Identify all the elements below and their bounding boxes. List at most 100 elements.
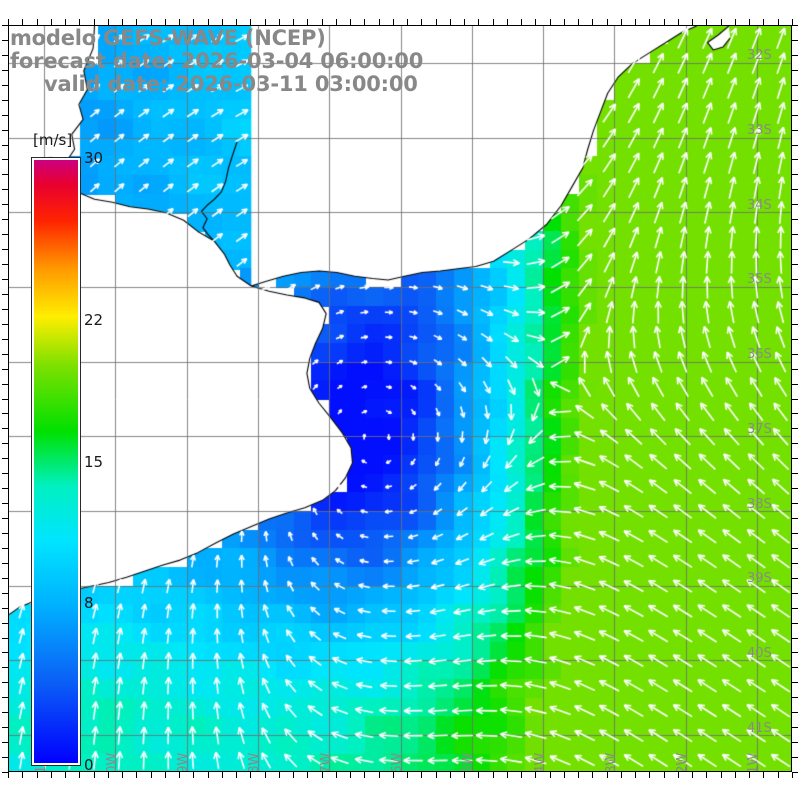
tick-bottom-lon [136, 772, 137, 778]
tick-top-lon [521, 19, 522, 25]
tick-left-lat [2, 40, 8, 41]
tick-left-lat [2, 204, 8, 205]
tick-top-lon [649, 19, 650, 25]
lat-label-41S: 41S [747, 720, 772, 736]
colorbar-tick-8: 8 [84, 594, 94, 613]
tick-right-lat [792, 608, 798, 609]
tick-right-lat [792, 712, 798, 713]
tick-bottom-lon [179, 772, 180, 778]
tick-left-lat [2, 219, 8, 220]
tick-right-lat [792, 473, 798, 474]
tick-left-lat [2, 309, 8, 310]
colorbar-tick-22: 22 [84, 310, 104, 329]
tick-left-lat [2, 145, 8, 146]
wind-vector-arrows [9, 26, 791, 771]
tick-left-lat [2, 249, 8, 250]
tick-right-lat [792, 443, 798, 444]
tick-left-lat [2, 85, 8, 86]
tick-left-lat [2, 593, 8, 594]
tick-top-lon [8, 19, 9, 25]
tick-right-lat [792, 339, 798, 340]
lon-label-54W: 54W [532, 752, 548, 772]
tick-right-lat [792, 294, 798, 295]
tick-top-lon [94, 19, 95, 25]
tick-top-lon [179, 19, 180, 25]
tick-right-lat [792, 354, 798, 355]
tick-left-lat [2, 354, 8, 355]
tick-right-lat [792, 369, 798, 370]
tick-right-lat [792, 189, 798, 190]
tick-top-lon [464, 19, 465, 25]
tick-top-lon [222, 19, 223, 25]
tick-left-lat [2, 264, 8, 265]
tick-right-lat [792, 488, 798, 489]
tick-bottom-lon [379, 772, 380, 778]
tick-left-lat [2, 473, 8, 474]
tick-right-lat [792, 145, 798, 146]
lon-label-56W: 56W [390, 752, 405, 772]
tick-right-lat [792, 219, 798, 220]
tick-left-lat [2, 174, 8, 175]
tick-right-lat [792, 667, 798, 668]
tick-right-lat [792, 682, 798, 683]
tick-left-lat [2, 458, 8, 459]
map-plot-area[interactable]: 61W60W59W58W57W56W55W54W53W52W51W32S33S3… [8, 25, 792, 772]
tick-left-lat [2, 682, 8, 683]
tick-top-lon [51, 19, 52, 25]
tick-top-lon [507, 19, 508, 25]
tick-right-lat [792, 742, 798, 743]
tick-bottom-lon [222, 772, 223, 778]
tick-bottom-lon [649, 772, 650, 778]
tick-top-lon [322, 19, 323, 25]
tick-right-lat [792, 159, 798, 160]
tick-bottom-lon [8, 772, 9, 778]
tick-left-lat [2, 130, 8, 131]
tick-left-lat [2, 25, 8, 26]
tick-bottom-lon [151, 772, 152, 778]
tick-bottom-lon [592, 772, 593, 778]
tick-bottom-lon [421, 772, 422, 778]
tick-top-lon [379, 19, 380, 25]
tick-left-lat [2, 697, 8, 698]
tick-right-lat [792, 772, 798, 773]
tick-top-lon [635, 19, 636, 25]
lat-label-37S: 37S [747, 421, 772, 437]
tick-top-lon [279, 19, 280, 25]
tick-bottom-lon [464, 772, 465, 778]
tick-left-lat [2, 399, 8, 400]
tick-right-lat [792, 413, 798, 414]
tick-left-lat [2, 533, 8, 534]
tick-bottom-lon [279, 772, 280, 778]
tick-right-lat [792, 563, 798, 564]
tick-left-lat [2, 339, 8, 340]
tick-right-lat [792, 518, 798, 519]
tick-bottom-lon [407, 772, 408, 778]
tick-bottom-lon [721, 772, 722, 778]
tick-top-lon [450, 19, 451, 25]
tick-left-lat [2, 623, 8, 624]
tick-top-lon [79, 19, 80, 25]
tick-bottom-lon [307, 772, 308, 778]
tick-top-lon [250, 19, 251, 25]
tick-top-lon [478, 19, 479, 25]
lat-label-33S: 33S [747, 123, 772, 139]
tick-top-lon [37, 19, 38, 25]
tick-left-lat [2, 234, 8, 235]
tick-top-lon [621, 19, 622, 25]
tick-right-lat [792, 623, 798, 624]
tick-right-lat [792, 324, 798, 325]
tick-bottom-lon [578, 772, 579, 778]
tick-left-lat [2, 100, 8, 101]
tick-right-lat [792, 279, 798, 280]
lon-label-53W: 53W [603, 752, 619, 772]
tick-right-lat [792, 249, 798, 250]
tick-top-lon [22, 19, 23, 25]
tick-top-lon [578, 19, 579, 25]
tick-top-lon [749, 19, 750, 25]
tick-left-lat [2, 384, 8, 385]
tick-top-lon [307, 19, 308, 25]
tick-bottom-lon [37, 772, 38, 778]
lon-label-59W: 59W [176, 752, 192, 772]
tick-bottom-lon [79, 772, 80, 778]
